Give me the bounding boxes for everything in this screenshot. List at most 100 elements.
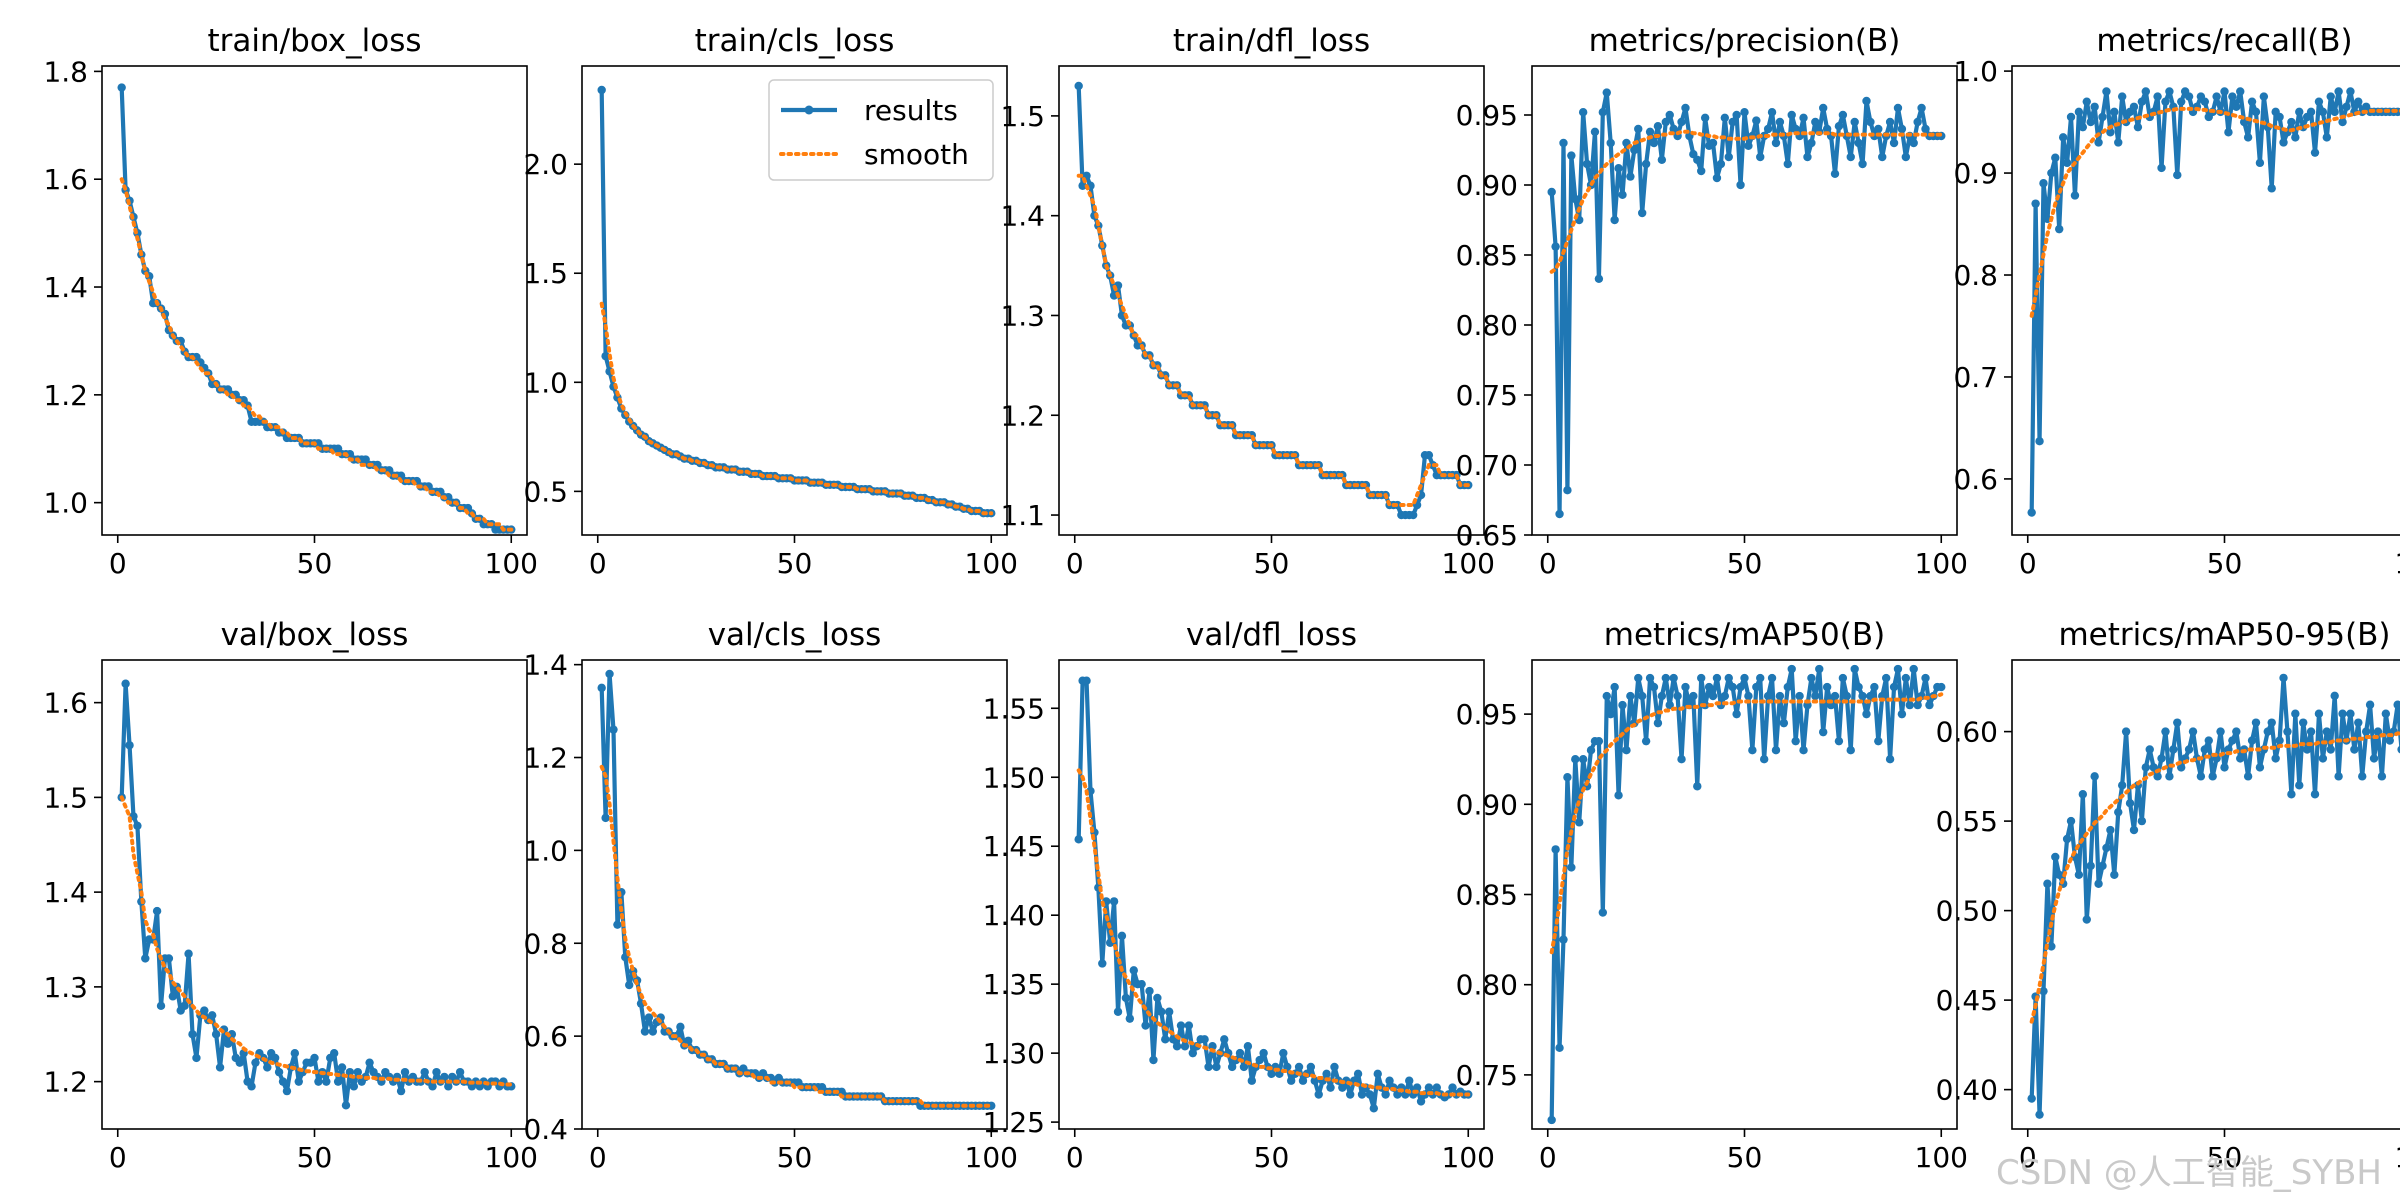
results-point <box>2161 727 2170 736</box>
x-tick-label: 100 <box>1915 1141 1968 1174</box>
results-point <box>1862 96 1871 106</box>
y-tick-label: 1.5 <box>523 257 568 290</box>
results-point <box>1235 1048 1245 1058</box>
results-point <box>2310 790 2320 799</box>
results-point <box>1393 1090 1402 1099</box>
results-point <box>2149 763 2158 772</box>
results-point <box>1740 108 1749 117</box>
results-point <box>1330 1062 1339 1072</box>
y-tick-label: 0.70 <box>1456 449 1518 482</box>
results-point <box>1677 755 1686 764</box>
results-point <box>1763 124 1773 134</box>
results-point <box>1842 691 1852 701</box>
chart-title: metrics/mAP50-95(B) <box>2058 617 2390 653</box>
results-point <box>1862 709 1871 719</box>
results-point <box>1641 159 1651 169</box>
results-point <box>2157 163 2166 173</box>
y-tick-label: 1.50 <box>983 761 1045 794</box>
results-point <box>1637 691 1647 701</box>
results-point <box>1811 117 1820 127</box>
plot-frame <box>2011 65 2400 536</box>
results-point <box>2082 915 2091 924</box>
results-point <box>1885 755 1895 764</box>
y-tick-label: 0.7 <box>1953 361 1998 394</box>
plot-data <box>597 669 996 1110</box>
results-point <box>1353 1069 1363 1079</box>
results-point <box>2157 754 2166 763</box>
results-point <box>1551 242 1560 251</box>
results-point <box>1578 755 1588 764</box>
x-tick-label: 50 <box>297 1141 333 1174</box>
results-point <box>2275 736 2284 745</box>
results-point <box>1444 1090 1453 1099</box>
y-tick-label: 0.60 <box>1936 716 1998 749</box>
results-point <box>1145 986 1154 996</box>
y-tick-label: 1.25 <box>983 1106 1045 1139</box>
results-point <box>1551 845 1560 854</box>
x-tick-label: 50 <box>777 1141 813 1174</box>
results-point <box>2314 709 2324 718</box>
results-point <box>597 683 606 693</box>
results-point <box>420 1067 429 1077</box>
results-point <box>337 1063 347 1072</box>
results-point <box>2243 772 2253 781</box>
results-point <box>1838 110 1848 120</box>
results-point <box>1759 755 1769 764</box>
results-point <box>2153 772 2162 781</box>
results-point <box>1121 993 1131 1003</box>
results-point <box>2165 772 2174 781</box>
results-point <box>1563 486 1572 495</box>
results-point <box>1602 88 1611 97</box>
results-point <box>2035 1110 2044 1119</box>
results-point <box>1637 208 1647 218</box>
plot-data <box>2027 673 2400 1119</box>
results-point <box>1212 1062 1221 1072</box>
results-point <box>1744 141 1753 150</box>
plot-frame <box>1058 65 1485 536</box>
results-point <box>1748 745 1757 755</box>
plot-data <box>1074 676 1473 1113</box>
x-tick-label: 50 <box>1727 1141 1763 1174</box>
y-tick-label: 1.0 <box>523 834 568 867</box>
results-point <box>1822 682 1832 692</box>
y-tick-label: 1.0 <box>523 366 568 399</box>
results-point <box>1799 745 1808 755</box>
results-point <box>1834 736 1844 746</box>
results-point <box>2129 825 2139 835</box>
results-point <box>2043 879 2052 888</box>
y-tick-label: 0.95 <box>1456 99 1518 132</box>
results-point <box>1555 509 1564 519</box>
results-point <box>1346 1090 1355 1099</box>
results-point <box>1783 682 1792 692</box>
results-point <box>1567 863 1576 872</box>
results-point <box>1819 727 1828 737</box>
results-point <box>1881 673 1891 683</box>
results-point <box>1176 1021 1186 1030</box>
results-point <box>1657 155 1667 164</box>
results-point <box>1653 122 1663 131</box>
y-tick-label: 0.45 <box>1936 984 1998 1017</box>
y-tick-label: 1.55 <box>983 692 1045 725</box>
results-point <box>1369 1104 1379 1113</box>
results-point <box>1385 1076 1394 1085</box>
results-point <box>2232 727 2241 736</box>
results-point <box>1432 1083 1441 1092</box>
results-point <box>2094 879 2103 888</box>
results-point <box>1314 1090 1323 1099</box>
results-point <box>2342 102 2351 111</box>
results-point <box>1736 180 1745 190</box>
plot-data <box>1547 664 1946 1125</box>
y-tick-label: 1.6 <box>43 687 88 720</box>
results-point <box>625 980 634 990</box>
results-point <box>1220 1035 1229 1044</box>
plot-data <box>2027 87 2400 517</box>
results-point <box>2062 158 2072 168</box>
results-point <box>1909 138 1918 148</box>
results-point <box>2090 772 2099 781</box>
results-point <box>1893 664 1903 674</box>
results-point <box>1373 1069 1382 1079</box>
results-point <box>1787 664 1796 674</box>
results-point <box>2200 745 2210 754</box>
results-point <box>1795 691 1804 701</box>
